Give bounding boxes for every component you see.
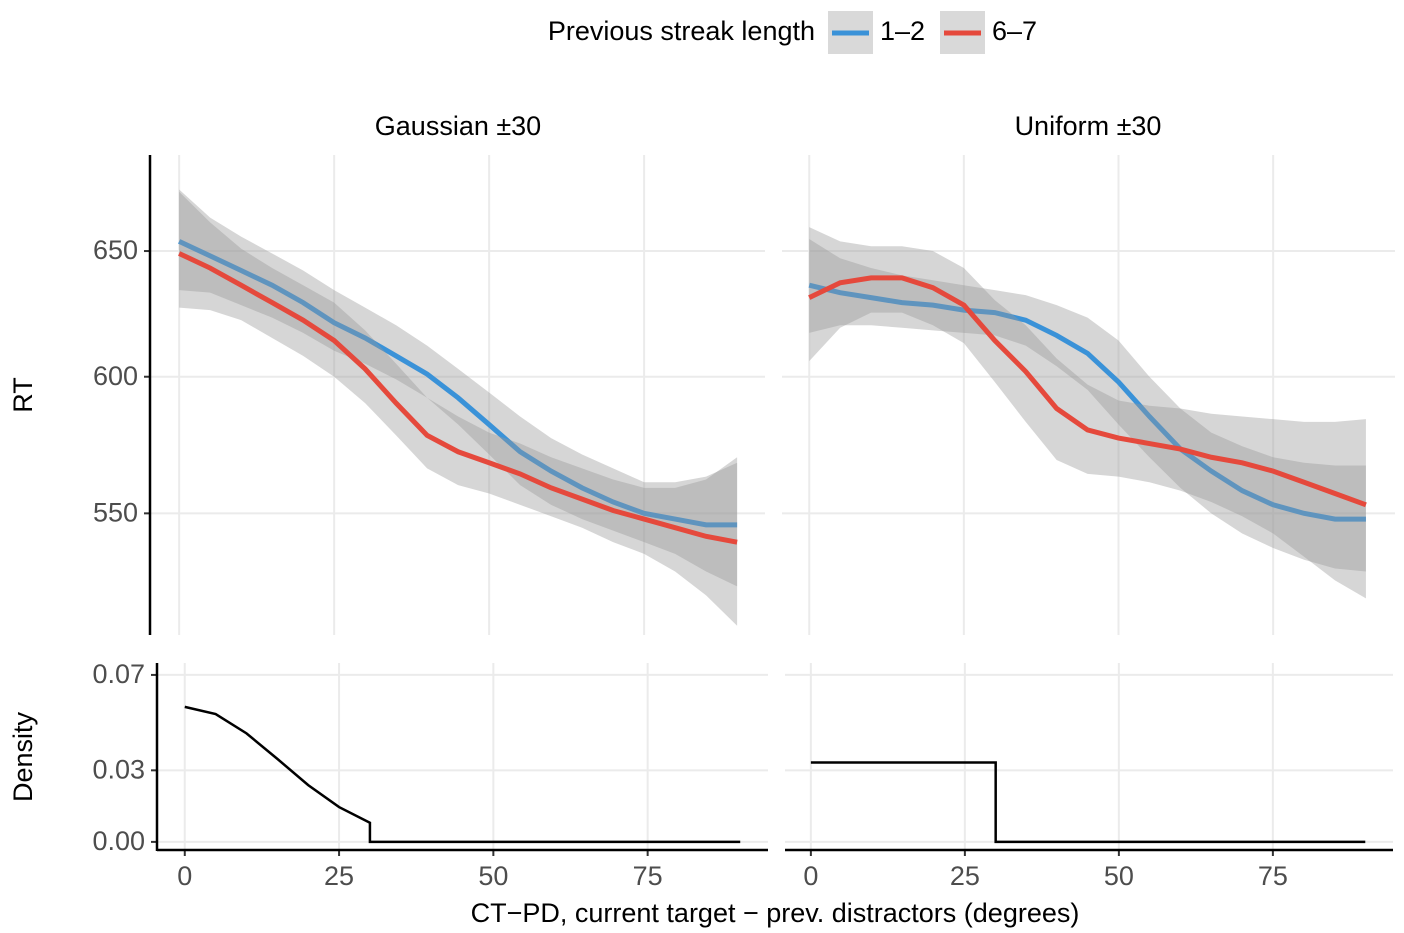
panel-title: Uniform ±30 [1015,111,1162,141]
legend-label: 6–7 [992,16,1037,46]
x-tick-label: 0 [803,861,818,891]
y-axis-label: Density [8,711,38,802]
y-tick-label: 0.03 [92,754,145,784]
y-tick-label: 0.00 [92,826,145,856]
y-tick-label: 650 [93,235,138,265]
confidence-band [179,189,738,587]
line [810,761,1366,844]
x-axis-label: CT−PD, current target − prev. distractor… [471,898,1080,928]
x-tick-label: 75 [1258,861,1288,891]
x-tick-label: 25 [950,861,980,891]
confidence-band [809,239,1366,572]
confidence-band [809,227,1366,599]
x-tick-label: 50 [1104,861,1134,891]
panel-title: Gaussian ±30 [375,111,541,141]
confidence-band [179,191,738,626]
y-tick-label: 0.07 [92,659,145,689]
x-tick-label: 75 [633,861,663,891]
x-tick-label: 0 [177,861,192,891]
x-tick-label: 50 [478,861,508,891]
line [808,282,1366,522]
line [808,275,1367,508]
line [178,239,738,528]
line [184,705,741,844]
y-tick-label: 600 [93,361,138,391]
y-axis-label: RT [8,377,38,413]
y-tick-label: 550 [93,497,138,527]
legend-title: Previous streak length [548,16,815,46]
x-tick-label: 25 [324,861,354,891]
line [178,251,738,545]
legend-label: 1–2 [880,16,925,46]
